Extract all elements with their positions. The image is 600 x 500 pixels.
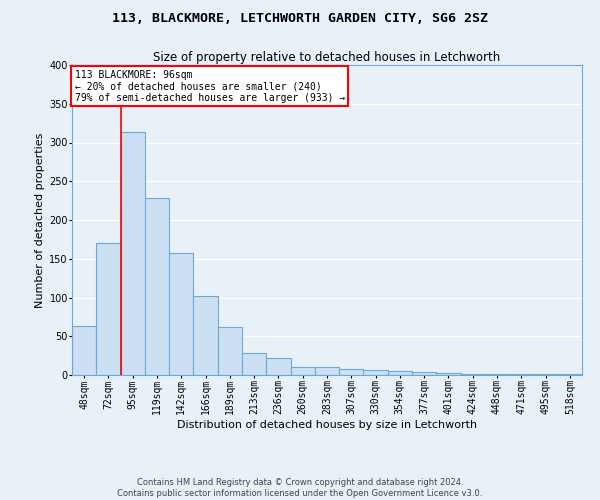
Text: 113, BLACKMORE, LETCHWORTH GARDEN CITY, SG6 2SZ: 113, BLACKMORE, LETCHWORTH GARDEN CITY, …	[112, 12, 488, 26]
Bar	[218, 327, 242, 375]
Bar	[242, 354, 266, 375]
Bar	[121, 132, 145, 375]
Bar	[436, 374, 461, 375]
Bar	[315, 367, 339, 375]
Text: 113 BLACKMORE: 96sqm
← 20% of detached houses are smaller (240)
79% of semi-deta: 113 BLACKMORE: 96sqm ← 20% of detached h…	[74, 70, 345, 103]
Bar	[169, 254, 193, 375]
Bar	[96, 244, 121, 375]
X-axis label: Distribution of detached houses by size in Letchworth: Distribution of detached houses by size …	[177, 420, 477, 430]
Bar	[388, 371, 412, 375]
Bar	[461, 374, 485, 375]
Bar	[412, 372, 436, 375]
Y-axis label: Number of detached properties: Number of detached properties	[35, 132, 45, 308]
Bar	[558, 374, 582, 375]
Bar	[266, 358, 290, 375]
Bar	[145, 198, 169, 375]
Bar	[364, 370, 388, 375]
Bar	[290, 367, 315, 375]
Bar	[509, 374, 533, 375]
Text: Contains HM Land Registry data © Crown copyright and database right 2024.
Contai: Contains HM Land Registry data © Crown c…	[118, 478, 482, 498]
Bar	[533, 374, 558, 375]
Bar	[339, 369, 364, 375]
Bar	[72, 326, 96, 375]
Bar	[193, 296, 218, 375]
Bar	[485, 374, 509, 375]
Title: Size of property relative to detached houses in Letchworth: Size of property relative to detached ho…	[154, 51, 500, 64]
